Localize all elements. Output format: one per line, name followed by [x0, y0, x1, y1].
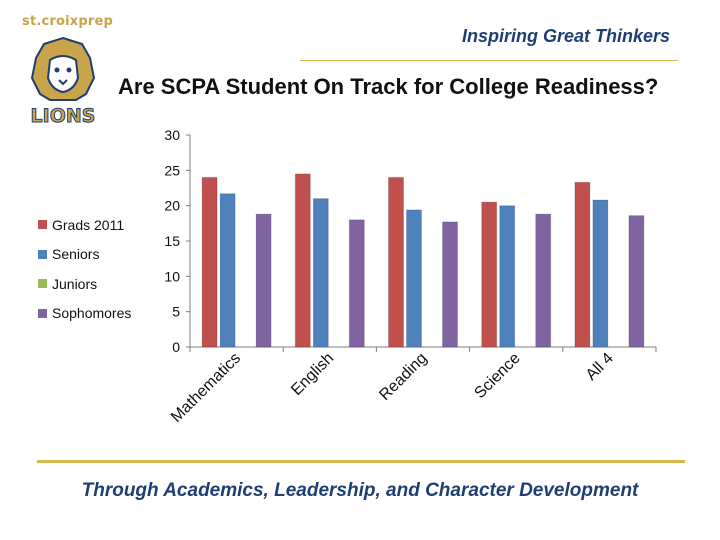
- bar-grads-2011: [481, 201, 498, 348]
- bar-sophomores: [255, 213, 272, 348]
- bar-sophomores: [442, 221, 458, 348]
- brand-name: st.croixprep: [22, 14, 114, 29]
- legend-swatch: [38, 220, 47, 230]
- legend-item-juniors: Juniors: [38, 269, 131, 299]
- legend-label: Sophomores: [52, 305, 132, 322]
- y-tick-label: 20: [164, 198, 180, 214]
- legend-swatch: [38, 249, 47, 259]
- bar-grads-2011: [294, 173, 311, 348]
- legend-label: Juniors: [52, 275, 98, 292]
- bar-sophomores: [348, 219, 365, 348]
- bar-chart: 0 5 10 15 20 25 30 Mathematics English Reading Sci…: [164, 127, 657, 426]
- y-tick-label: 15: [164, 233, 180, 249]
- y-tick-label: 0: [172, 339, 180, 355]
- legend-item-seniors: Seniors: [38, 240, 131, 270]
- footer-motto: Through Academics, Leadership, and Chara…: [81, 480, 639, 501]
- bar-seniors: [219, 193, 236, 348]
- y-tick-label: 25: [164, 162, 180, 178]
- bar-grads-2011: [574, 181, 591, 348]
- legend-item-grads-2011: Grads 2011: [38, 210, 131, 240]
- bar-seniors: [592, 199, 609, 348]
- bottom-divider: [37, 460, 685, 463]
- bar-sophomores: [535, 213, 552, 348]
- bar-grads-2011: [388, 176, 404, 348]
- bar-grads-2011: [201, 176, 218, 348]
- x-category-label: All 4: [583, 350, 617, 384]
- legend-label: Grads 2011: [52, 216, 125, 233]
- x-category-label: English: [288, 350, 337, 399]
- x-category-label: Science: [471, 350, 523, 402]
- lion-logo: LIONS: [30, 36, 96, 128]
- chart-legend: Grads 2011 Seniors Juniors Sophomores: [38, 210, 131, 328]
- logo-text: LIONS: [31, 105, 96, 127]
- x-category-label: Reading: [376, 350, 430, 404]
- legend-swatch: [38, 308, 47, 318]
- bar-sophomores: [628, 215, 645, 348]
- tagline: Inspiring Great Thinkers: [461, 26, 670, 46]
- legend-swatch: [38, 279, 47, 289]
- legend-item-sophomores: Sophomores: [38, 299, 131, 329]
- page-title: Are SCPA Student On Track for College Re…: [118, 74, 659, 99]
- y-tick-label: 30: [164, 127, 180, 143]
- bar-seniors: [312, 198, 329, 348]
- bar-seniors: [406, 209, 422, 348]
- y-tick-label: 5: [172, 304, 180, 320]
- bar-seniors: [499, 205, 516, 348]
- x-category-label: Mathematics: [168, 350, 244, 426]
- legend-label: Seniors: [52, 246, 100, 263]
- y-tick-label: 10: [164, 268, 180, 284]
- top-divider: [300, 60, 678, 61]
